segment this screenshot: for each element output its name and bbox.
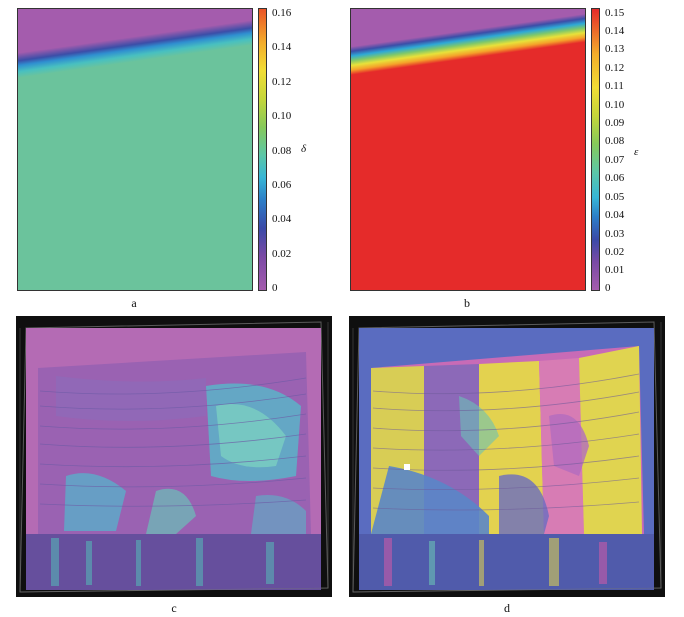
epsilon-tick: 0.10	[605, 99, 625, 111]
epsilon-tick: 0.01	[605, 264, 625, 276]
epsilon-tick: 0.09	[605, 117, 625, 129]
epsilon-tick: 0.11	[605, 80, 624, 92]
panel-b-caption: b	[464, 296, 470, 310]
epsilon-colorbar-label: ε	[634, 146, 639, 158]
epsilon-tick: 0.03	[605, 228, 625, 240]
epsilon-tick: 0.06	[605, 172, 625, 184]
volume-render-d	[352, 321, 662, 593]
delta-tick: 0.08	[272, 145, 292, 157]
delta-tick: 0.14	[272, 41, 292, 53]
delta-tick: 0.04	[272, 213, 292, 225]
panel-a-caption: a	[131, 296, 137, 310]
delta-colorbar-label: δ	[301, 143, 307, 155]
epsilon-tick: 0	[605, 282, 611, 294]
delta-tick: 0	[272, 282, 278, 294]
panel-d-caption: d	[504, 601, 510, 615]
delta-model-plot	[17, 8, 253, 291]
delta-tick: 0.16	[272, 7, 292, 19]
epsilon-tick: 0.15	[605, 7, 625, 19]
epsilon-colorbar	[591, 8, 600, 291]
epsilon-tick: 0.04	[605, 209, 625, 221]
volume-render-c	[19, 321, 329, 593]
epsilon-model-plot	[350, 8, 586, 291]
seismic-volume-delta-overlay	[16, 316, 332, 597]
epsilon-tick: 0.02	[605, 246, 625, 258]
delta-tick: 0.02	[272, 248, 292, 260]
seismic-volume-epsilon-overlay	[349, 316, 665, 597]
epsilon-tick: 0.05	[605, 191, 625, 203]
epsilon-tick: 0.07	[605, 154, 625, 166]
delta-tick: 0.10	[272, 110, 292, 122]
delta-tick: 0.12	[272, 76, 292, 88]
delta-tick: 0.06	[272, 179, 292, 191]
epsilon-tick: 0.08	[605, 135, 625, 147]
epsilon-tick: 0.12	[605, 62, 625, 74]
delta-colorbar	[258, 8, 267, 291]
epsilon-tick: 0.14	[605, 25, 625, 37]
epsilon-tick: 0.13	[605, 43, 625, 55]
panel-c-caption: c	[171, 601, 177, 615]
